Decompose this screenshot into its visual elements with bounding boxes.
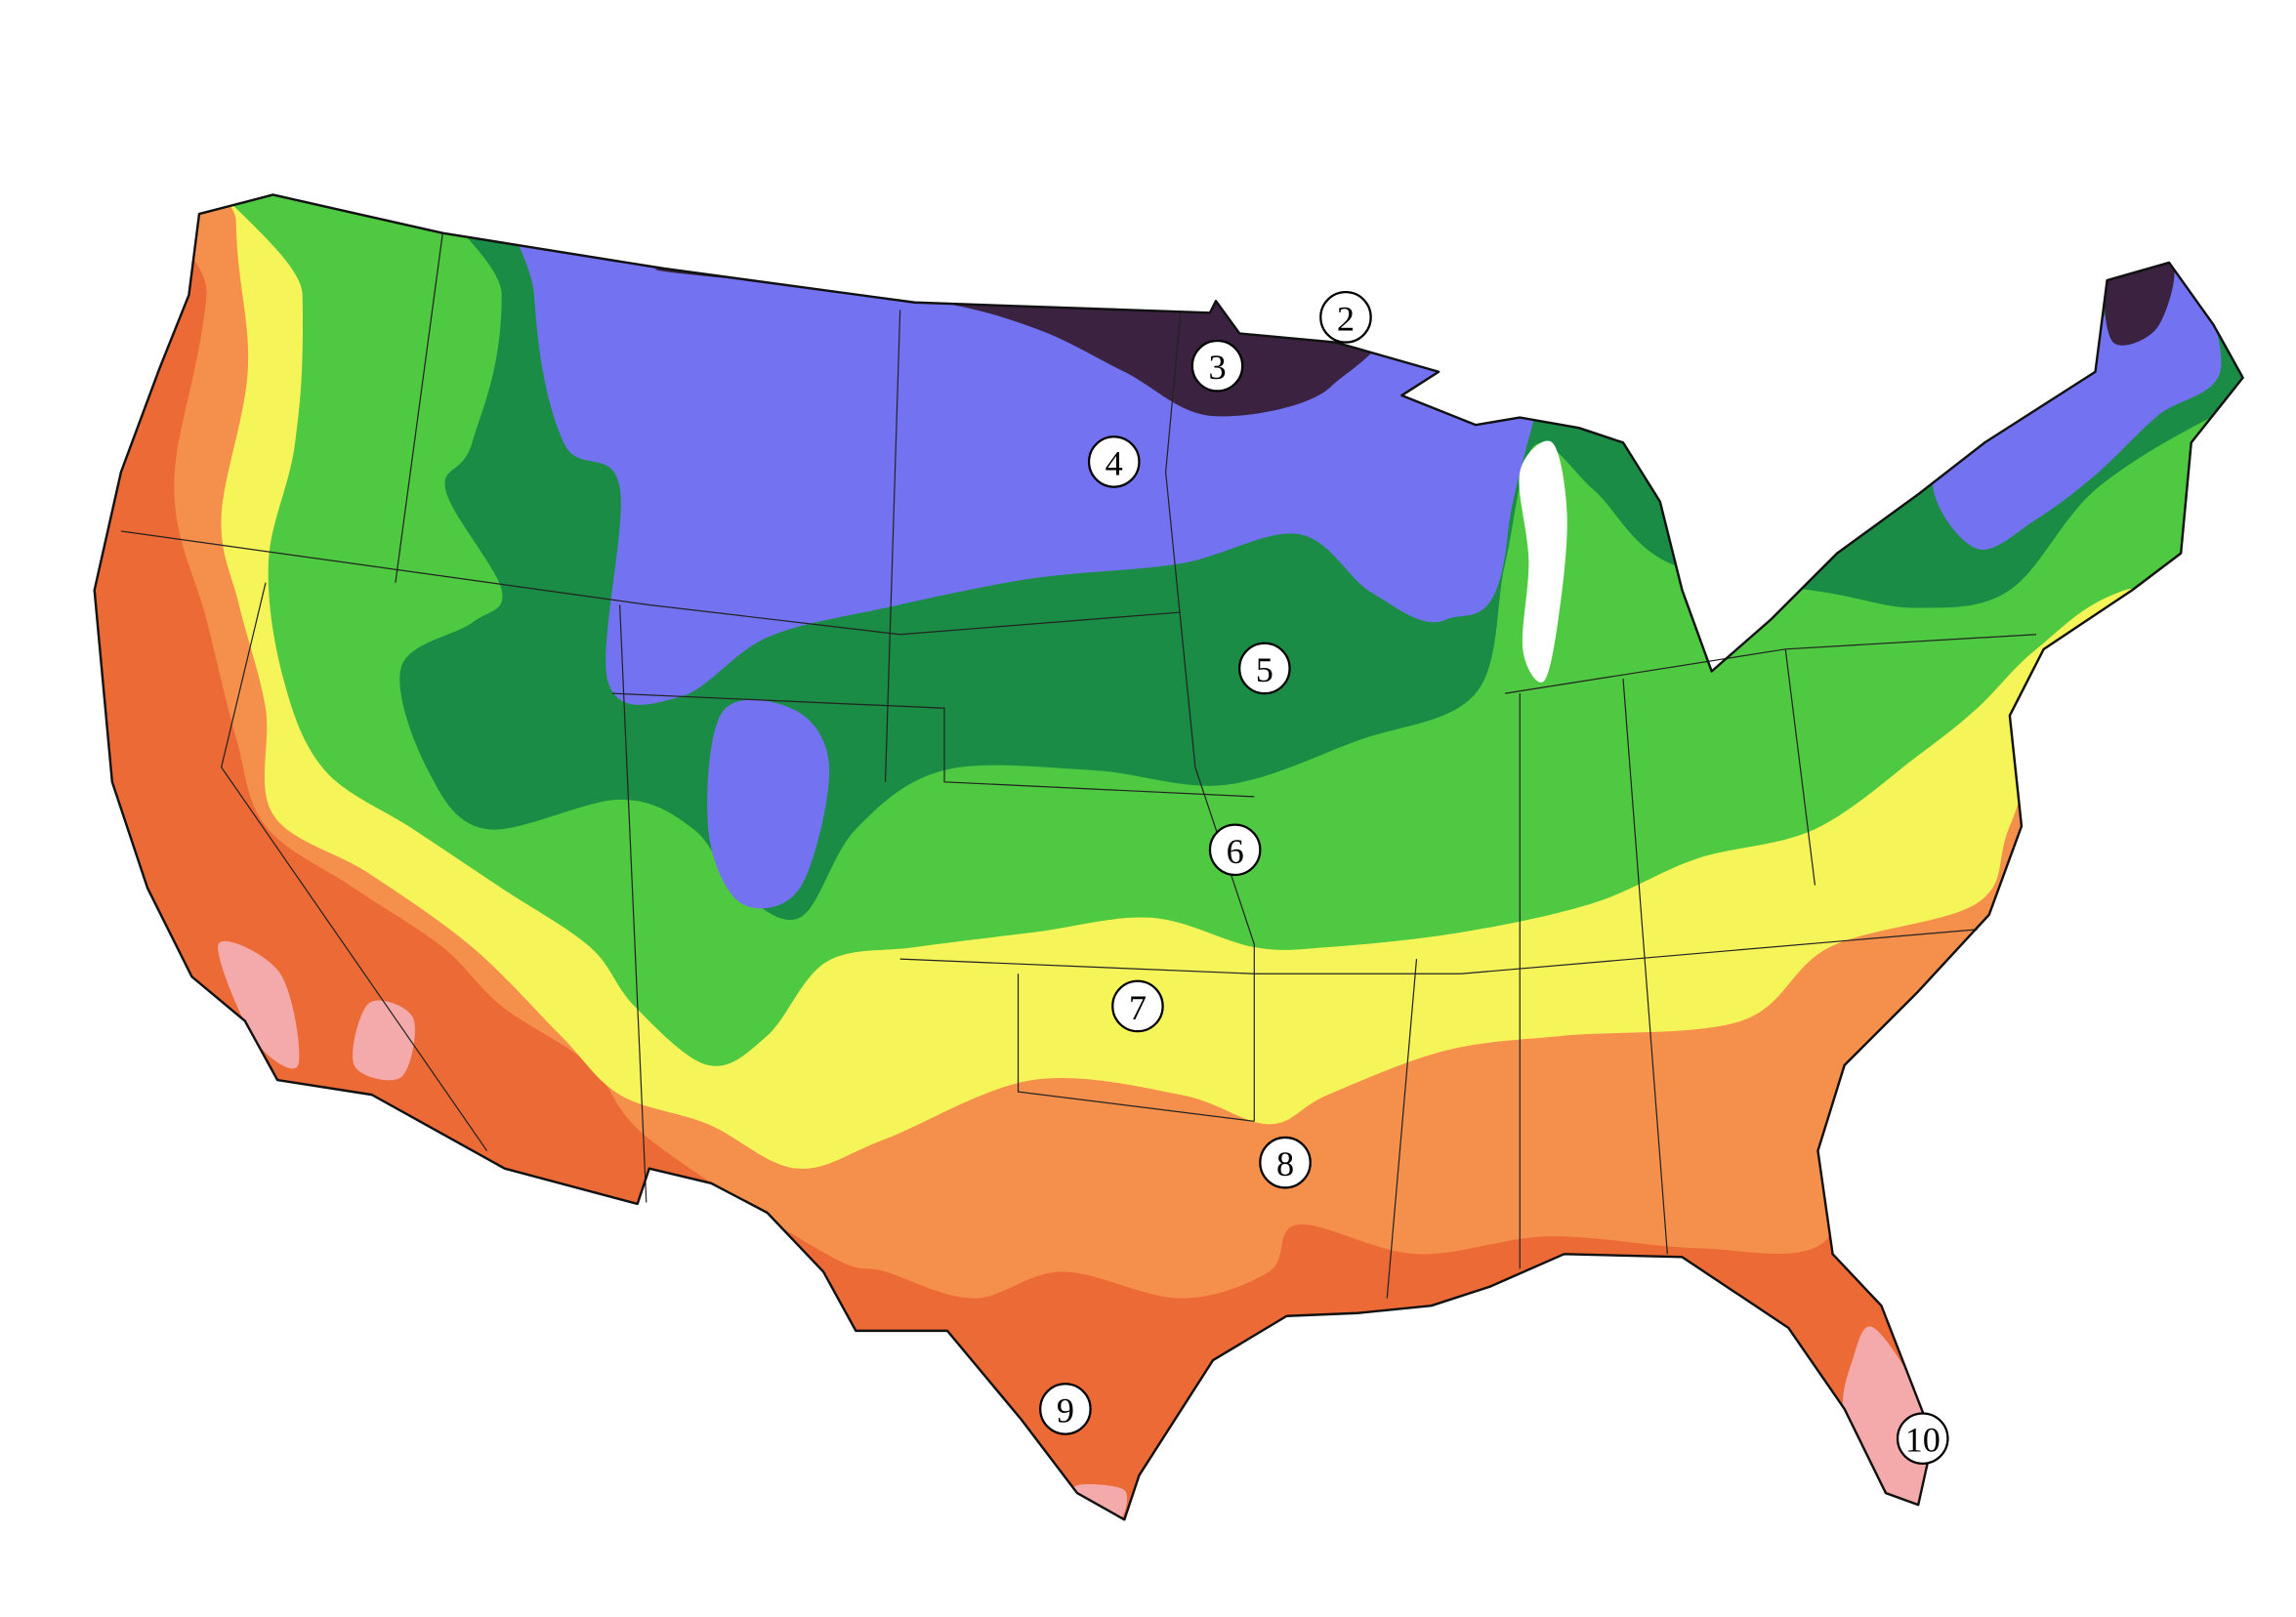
zone-4 [707, 699, 830, 909]
borders [93, 193, 2244, 1521]
state-border [618, 604, 647, 1203]
state-border [120, 530, 649, 606]
state-border [395, 232, 443, 583]
state-border [612, 692, 1255, 798]
zone-marker [1111, 979, 1164, 1033]
zone-marker [1259, 1136, 1312, 1189]
state-border [1784, 648, 1816, 886]
zone-10 [218, 940, 300, 1069]
zone-label: 8 [1276, 1144, 1294, 1183]
zone-marker [1039, 1383, 1092, 1435]
zone-marker [1190, 339, 1244, 393]
zone-4 [461, 194, 1581, 705]
zone-label: 5 [1256, 650, 1273, 689]
state-border [1386, 959, 1418, 1299]
zone-10 [353, 1000, 415, 1081]
zone-marker [1208, 823, 1262, 877]
zone-label: 9 [1057, 1390, 1074, 1430]
state-border [648, 603, 1181, 636]
national-outline [93, 193, 2244, 1521]
state-border [220, 582, 488, 1151]
zone-label: 6 [1227, 832, 1244, 871]
state-border [1622, 678, 1668, 1255]
zone-marker [1896, 1412, 1949, 1465]
zone-marker [1238, 642, 1291, 695]
zone-label: 3 [1208, 348, 1226, 387]
zone-marker [1087, 435, 1141, 488]
zone-marker [1319, 291, 1372, 344]
zone-label: 4 [1106, 443, 1123, 482]
zone-labels: 2 3 4 5 6 7 8 9 10 [1039, 291, 1949, 1465]
lake [1519, 440, 1567, 683]
state-border [1165, 312, 1255, 1122]
zone-3 [2105, 259, 2175, 346]
state-border [1017, 974, 1255, 1122]
state-border [884, 310, 901, 782]
zone-label: 7 [1129, 988, 1147, 1027]
state-border [899, 929, 1978, 974]
zone-label: 10 [1905, 1421, 1941, 1460]
zone-label: 2 [1337, 299, 1355, 338]
